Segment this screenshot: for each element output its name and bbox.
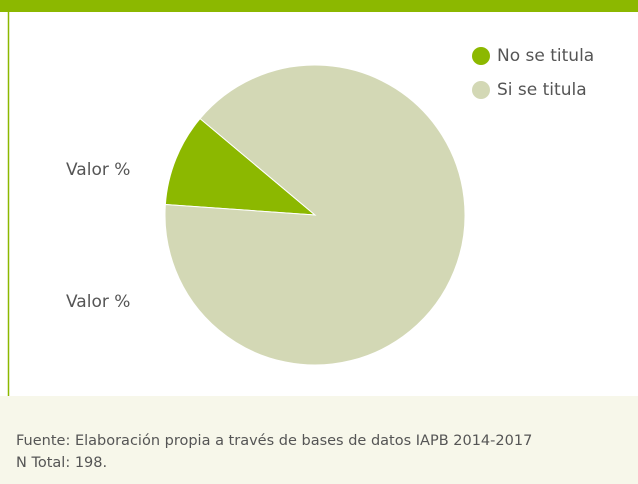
footer	[0, 396, 638, 484]
annotation: Valor %	[66, 160, 130, 180]
pie-slice	[164, 64, 466, 366]
legend-label: Si se titula	[497, 80, 587, 100]
legend-swatch	[472, 47, 490, 65]
note: N Total: 198.	[16, 455, 107, 471]
legend-swatch	[472, 81, 490, 99]
legend-label: No se titula	[497, 46, 594, 66]
pie-slice	[164, 117, 317, 216]
source: Fuente: Elaboración propia a través de b…	[16, 433, 532, 449]
header-bar	[0, 0, 638, 12]
annotation: Valor %	[66, 292, 130, 312]
